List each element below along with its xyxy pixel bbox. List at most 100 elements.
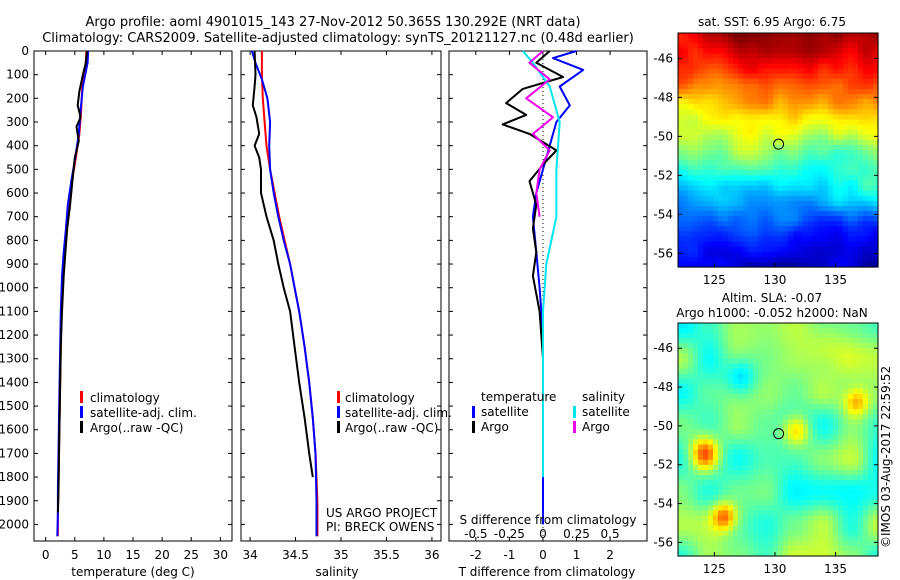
map-cell: [743, 378, 749, 385]
map-cell: [748, 378, 754, 385]
map-cell: [803, 78, 809, 85]
map-cell: [738, 43, 744, 49]
map-cell: [833, 343, 839, 349]
map-cell: [688, 109, 694, 115]
map-cell: [713, 383, 719, 390]
map-cell: [873, 38, 879, 44]
map-cell: [853, 63, 859, 70]
map-cell: [698, 165, 704, 171]
map-cell: [803, 480, 809, 486]
map-cell: [823, 38, 829, 44]
map-cell: [768, 104, 774, 110]
map-cell: [723, 88, 729, 95]
map-cell: [863, 474, 869, 481]
map-cell: [698, 398, 704, 405]
map-cell: [733, 414, 739, 420]
map-cell: [803, 63, 809, 70]
map-cell: [818, 500, 824, 506]
map-cell: [708, 338, 714, 344]
x-tick-label: 34.5: [282, 548, 309, 562]
map-cell: [858, 155, 864, 161]
map-cell: [818, 114, 824, 121]
map-cell: [848, 535, 854, 542]
map-cell: [753, 505, 759, 512]
map-cell: [728, 424, 734, 430]
map-cell: [768, 474, 774, 481]
map-cell: [838, 495, 844, 501]
map-cell: [848, 195, 854, 202]
map-cell: [758, 429, 764, 436]
map-cell: [708, 398, 714, 405]
map-cell: [728, 139, 734, 146]
map-cell: [818, 231, 824, 238]
map-cell: [678, 63, 684, 70]
map-cell: [738, 246, 744, 253]
map-cell: [768, 444, 774, 451]
map-cell: [833, 414, 839, 420]
map-cell: [708, 348, 714, 354]
map-cell: [703, 124, 709, 131]
map-cell: [758, 525, 764, 532]
map-cell: [753, 409, 759, 415]
map-cell: [833, 378, 839, 385]
map-cell: [863, 328, 869, 334]
map-cell: [723, 211, 729, 217]
map-cell: [843, 485, 849, 491]
map-cell: [868, 388, 874, 395]
map-cell: [768, 530, 774, 537]
map-cell: [808, 170, 814, 177]
map-cell: [833, 434, 839, 441]
map-cell: [858, 530, 864, 537]
map-cell: [813, 434, 819, 441]
map-cell: [763, 165, 769, 171]
map-cell: [778, 33, 784, 39]
map-cell: [833, 68, 839, 75]
map-cell: [693, 474, 699, 481]
map-cell: [868, 160, 874, 166]
map-cell: [848, 216, 854, 222]
map-cell: [688, 500, 694, 506]
map-cell: [803, 474, 809, 481]
map-cell: [863, 449, 869, 456]
map-cell: [738, 185, 744, 192]
map-cell: [853, 251, 859, 258]
map-cell: [873, 78, 879, 85]
map-cell: [868, 550, 874, 557]
map-cell: [708, 246, 714, 253]
map-cell: [693, 520, 699, 527]
map-cell: [738, 119, 744, 126]
map-cell: [843, 409, 849, 415]
map-cell: [753, 545, 759, 552]
map-cell: [678, 99, 684, 105]
map-cell: [808, 419, 814, 425]
map-cell: [818, 124, 824, 131]
map-cell: [713, 190, 719, 197]
map-cell: [813, 459, 819, 466]
map-cell: [848, 231, 854, 238]
map-cell: [728, 520, 734, 527]
map-cell: [808, 99, 814, 105]
map-cell: [823, 535, 829, 542]
map-cell: [688, 99, 694, 105]
map-cell: [753, 53, 759, 60]
map-cell: [703, 119, 709, 126]
map-cell: [858, 104, 864, 110]
map-cell: [763, 535, 769, 542]
lon-tick-label: 130: [764, 562, 787, 576]
map-cell: [793, 43, 799, 49]
map-cell: [773, 94, 779, 100]
map-cell: [778, 474, 784, 481]
map-cell: [853, 231, 859, 238]
map-cell: [688, 338, 694, 344]
map-cell: [813, 211, 819, 217]
map-cell: [808, 139, 814, 146]
map-cell: [763, 226, 769, 232]
map-cell: [788, 404, 794, 410]
map-cell: [813, 358, 819, 365]
map-cell: [743, 525, 749, 532]
map-cell: [723, 195, 729, 202]
map-cell: [848, 338, 854, 344]
map-cell: [708, 469, 714, 476]
map-cell: [843, 241, 849, 248]
map-cell: [828, 160, 834, 166]
